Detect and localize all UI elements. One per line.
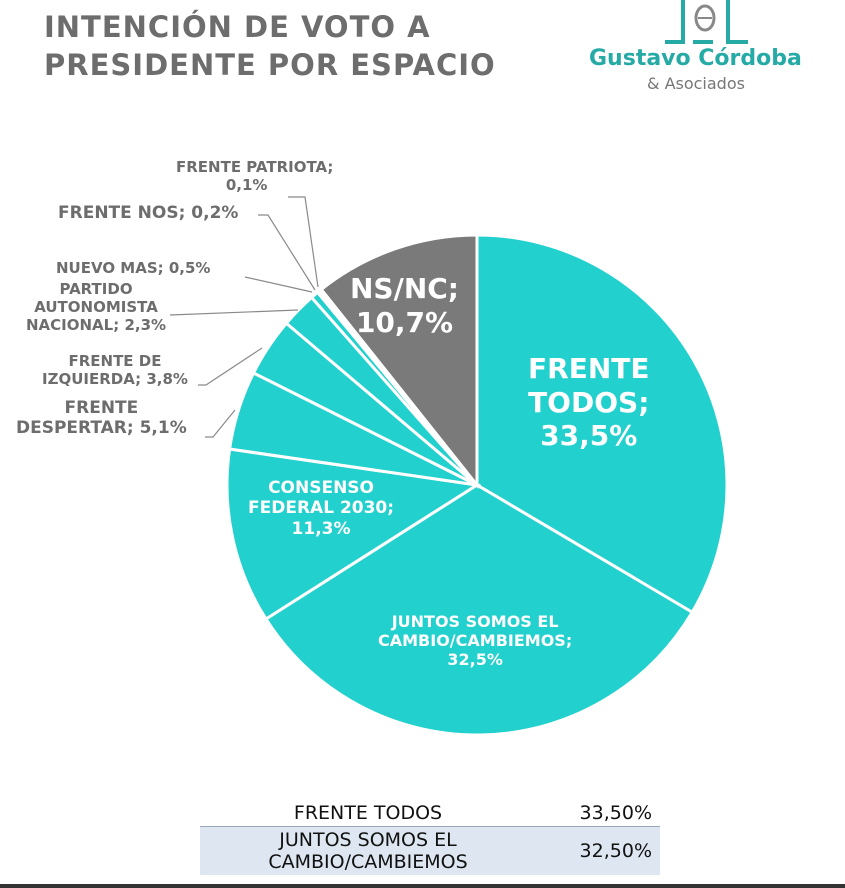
label-line: 0,1% bbox=[225, 176, 268, 194]
label-line: FRENTE NOS; 0,2% bbox=[58, 203, 239, 223]
table-cell-label: FRENTE TODOS bbox=[293, 802, 443, 824]
label-line: NACIONAL; 2,3% bbox=[26, 316, 167, 334]
bottom-border bbox=[0, 884, 845, 888]
label-line: CAMBIO/CAMBIEMOS; bbox=[378, 631, 573, 651]
pie-slice-juntos-somos-el-cambio-cambiemos bbox=[263, 483, 695, 737]
pie-slice-consenso-federal-2030 bbox=[225, 447, 482, 622]
label-line: JUNTOS SOMOS EL bbox=[391, 612, 559, 631]
label-line: 10,7% bbox=[355, 305, 454, 339]
label-nsnc: NS/NC; 10,7% bbox=[350, 272, 459, 339]
label-line: TODOS; bbox=[528, 385, 650, 419]
logo-icon bbox=[665, 0, 748, 44]
label-juntos: JUNTOS SOMOS EL CAMBIO/CAMBIEMOS; 32,5% bbox=[378, 612, 572, 670]
label-line: DESPERTAR; 5,1% bbox=[16, 418, 187, 439]
label-line: FRENTE DE bbox=[68, 352, 162, 370]
label-nuevo-mas: NUEVO MAS; 0,5% bbox=[56, 259, 210, 277]
label-line: IZQUIERDA; 3,8% bbox=[42, 370, 188, 388]
title-line: INTENCIÓN DE VOTO A bbox=[44, 10, 431, 44]
label-line: JUNTOS SOMOS EL bbox=[279, 829, 457, 851]
label-line: FRENTE bbox=[64, 398, 139, 418]
label-line: PARTIDO bbox=[59, 280, 133, 298]
label-izquierda: FRENTE DE IZQUIERDA; 3,8% bbox=[42, 352, 188, 388]
table-cell-label: JUNTOS SOMOS EL CAMBIO/CAMBIEMOS bbox=[200, 827, 536, 876]
label-line: 33,5% bbox=[540, 419, 638, 453]
label-line: NS/NC; bbox=[350, 272, 460, 305]
summary-table: FRENTE TODOS 33,50% JUNTOS SOMOS EL CAMB… bbox=[200, 800, 660, 875]
leader-lines bbox=[169, 196, 319, 438]
logo-name: Gustavo Córdoba bbox=[589, 46, 802, 71]
chart-title: INTENCIÓN DE VOTO A PRESIDENTE POR ESPAC… bbox=[44, 8, 496, 84]
logo-subtitle: & Asociados bbox=[647, 74, 745, 93]
label-line: 11,3% bbox=[291, 518, 351, 539]
label-frente-patriota: FRENTE PATRIOTA; 0,1% bbox=[176, 158, 333, 194]
label-frente-nos: FRENTE NOS; 0,2% bbox=[58, 203, 238, 223]
title-line: PRESIDENTE POR ESPACIO bbox=[44, 48, 496, 82]
table-row: FRENTE TODOS 33,50% bbox=[200, 800, 660, 827]
pie-slice-frente-todos bbox=[475, 233, 729, 615]
label-line: FEDERAL 2030; bbox=[248, 498, 395, 519]
label-line: CONSENSO bbox=[268, 478, 374, 498]
label-frente-todos: FRENTE TODOS; 33,5% bbox=[528, 352, 649, 453]
label-line: NUEVO MAS; 0,5% bbox=[56, 259, 211, 277]
table-cell-value: 32,50% bbox=[579, 840, 652, 862]
label-line: AUTONOMISTA bbox=[34, 298, 158, 316]
label-consenso: CONSENSO FEDERAL 2030; 11,3% bbox=[248, 478, 394, 539]
label-line: 32,5% bbox=[447, 650, 503, 670]
label-line: FRENTE PATRIOTA; bbox=[176, 158, 334, 176]
label-line: FRENTE bbox=[528, 352, 650, 385]
logo: Gustavo Córdoba & Asociados bbox=[585, 0, 815, 100]
label-line: CAMBIO/CAMBIEMOS bbox=[268, 851, 468, 873]
table-cell-value: 33,50% bbox=[579, 802, 652, 824]
label-pan: PARTIDO AUTONOMISTA NACIONAL; 2,3% bbox=[26, 280, 166, 334]
pie-slice-ns-nc bbox=[319, 233, 479, 490]
label-despertar: FRENTE DESPERTAR; 5,1% bbox=[16, 398, 187, 439]
table-row: JUNTOS SOMOS EL CAMBIO/CAMBIEMOS 32,50% bbox=[200, 826, 660, 876]
